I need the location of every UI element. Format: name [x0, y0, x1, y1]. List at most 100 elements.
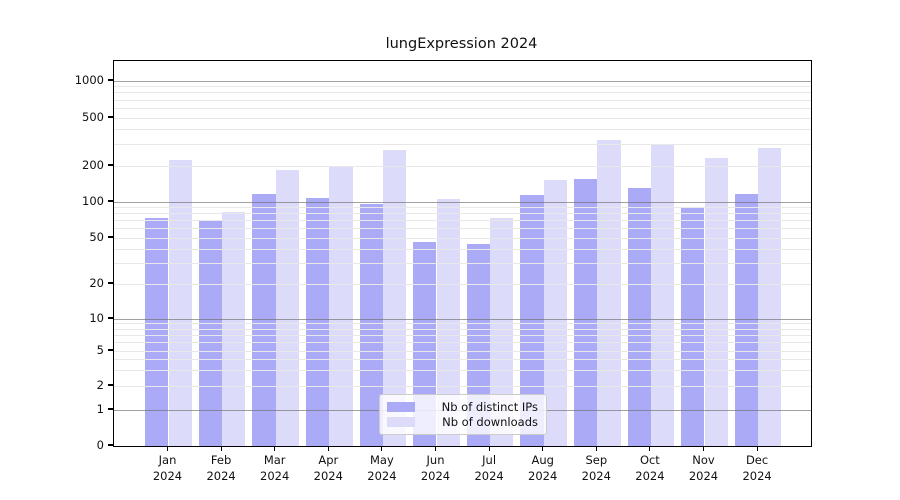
gridline-minor [114, 283, 811, 285]
gridline-minor [114, 385, 811, 387]
bar-distinct-ips [198, 220, 223, 446]
legend-item-downloads: Nb of downloads [387, 415, 538, 430]
gridline-minor [114, 248, 811, 250]
gridline-minor [114, 144, 811, 146]
legend-swatch-downloads [387, 416, 415, 427]
y-tick-label: 200 [82, 158, 104, 172]
y-tick-label: 0 [96, 438, 104, 452]
legend-label: Nb of distinct IPs [441, 400, 538, 415]
y-tick-mark [108, 236, 113, 238]
bar-distinct-ips [520, 194, 544, 446]
x-tick-mark [434, 446, 437, 452]
y-tick-label: 100 [82, 194, 104, 208]
x-tick-mark [649, 446, 651, 452]
gridline-minor [114, 342, 811, 344]
grid-layer [114, 61, 811, 446]
gridline-minor [114, 220, 811, 222]
x-tick-mark [381, 446, 383, 452]
x-tick-label: Jan 2024 [152, 453, 183, 483]
gridline-major [114, 201, 811, 203]
legend-label: Nb of downloads [442, 414, 538, 429]
bar-distinct-ips [734, 194, 759, 446]
x-tick-label: Aug 2024 [528, 453, 558, 483]
bar-downloads [329, 165, 353, 446]
x-tick-label: Apr 2024 [313, 453, 343, 483]
gridline-minor [114, 263, 811, 265]
bar-downloads [704, 158, 728, 446]
y-tick-label: 1 [96, 402, 104, 416]
gridline-minor [114, 117, 811, 119]
x-tick-label: Jun 2024 [420, 453, 451, 483]
x-tick-mark [220, 446, 222, 452]
y-tick-label: 5 [96, 343, 104, 357]
x-tick-label: Dec 2024 [742, 453, 772, 483]
chart-title: lungExpression 2024 [385, 36, 538, 52]
gridline-minor [114, 206, 811, 208]
y-tick-mark [108, 116, 113, 118]
x-tick-label: May 2024 [367, 453, 397, 483]
gridline-minor [114, 328, 811, 330]
x-tick-label: Jul 2024 [474, 453, 504, 483]
y-tick-label: 1000 [74, 73, 104, 87]
x-tick-mark [595, 446, 597, 452]
x-tick-mark [542, 446, 544, 452]
gridline-minor [114, 370, 811, 371]
bar-distinct-ips [145, 218, 169, 446]
gridline-minor [114, 165, 811, 167]
y-tick-label: 50 [89, 230, 104, 244]
y-tick-mark [108, 79, 113, 81]
bar-downloads [490, 218, 514, 446]
bar-downloads [168, 159, 192, 446]
bar-distinct-ips [359, 203, 383, 446]
y-tick-mark [108, 200, 113, 202]
gridline-minor [114, 323, 811, 325]
gridline-minor [114, 334, 811, 336]
x-tick-label: Mar 2024 [260, 453, 290, 483]
gridline-minor [114, 99, 811, 101]
x-tick-mark [756, 446, 758, 452]
y-tick-label: 500 [82, 110, 104, 124]
bar-downloads [543, 179, 567, 446]
bar-downloads [597, 140, 621, 446]
gridline-minor [114, 359, 811, 361]
gridline-minor [114, 228, 811, 230]
gridline-minor [114, 237, 811, 239]
legend-item-distinct-ips: Nb of distinct IPs [387, 400, 538, 415]
x-tick-mark [166, 446, 169, 452]
y-tick-mark [108, 408, 113, 410]
y-tick-label: 20 [89, 276, 104, 290]
y-tick-mark [108, 317, 113, 319]
gridline-major [114, 318, 811, 320]
y-tick-label: 2 [96, 378, 104, 392]
gridline-minor [114, 129, 811, 131]
bar-distinct-ips [627, 188, 651, 446]
gridline-minor [114, 92, 811, 94]
gridline-major [114, 80, 811, 82]
x-tick-mark [702, 446, 705, 452]
y-tick-mark [108, 384, 113, 386]
bar-distinct-ips [306, 198, 330, 446]
x-tick-label: Sep 2024 [581, 453, 611, 483]
x-tick-label: Feb 2024 [206, 453, 236, 483]
bar-downloads [758, 147, 782, 446]
y-tick-label: 10 [89, 311, 104, 325]
y-tick-mark [108, 164, 113, 166]
gridline-minor [114, 107, 811, 109]
legend: Nb of distinct IPs Nb of downloads [379, 394, 547, 435]
gridline-minor [114, 86, 811, 88]
x-tick-mark [488, 446, 490, 452]
y-tick-mark [108, 349, 113, 351]
gridline-minor [114, 350, 811, 352]
bar-downloads [436, 198, 460, 446]
x-tick-mark [327, 446, 329, 452]
y-tick-mark [108, 444, 113, 446]
bar-distinct-ips [574, 178, 598, 446]
x-tick-label: Nov 2024 [688, 453, 719, 483]
gridline-minor [114, 213, 811, 215]
bar-downloads [275, 170, 299, 446]
legend-swatch-distinct-ips [387, 402, 415, 413]
y-tick-mark [108, 282, 113, 284]
x-tick-label: Oct 2024 [635, 453, 665, 483]
x-tick-mark [274, 446, 276, 452]
